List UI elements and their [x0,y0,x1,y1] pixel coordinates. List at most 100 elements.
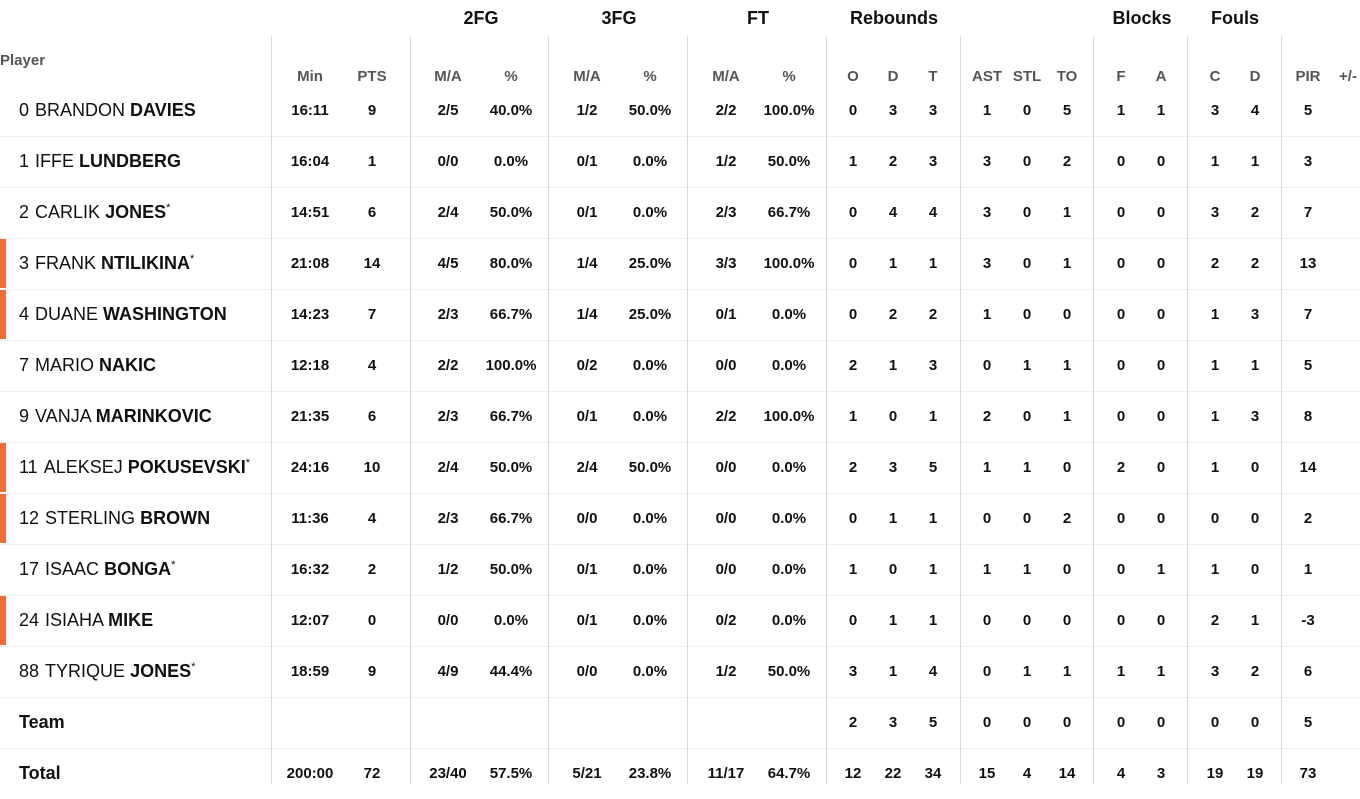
stat-cell: 0 [1116,255,1126,272]
stat-cell: 100.0% [485,357,537,374]
stat-cell: 0.0% [632,153,668,170]
stat-cell: 4 [367,357,377,374]
stat-cell: 1 [888,255,898,272]
player-name-link[interactable]: 0 BRANDON DAVIES [19,100,196,121]
player-name-link[interactable]: 2 CARLIK JONES* [19,202,170,223]
stat-cell: 0/2 [576,357,598,374]
player-row[interactable]: 2 CARLIK JONES* 14:51 6 2/4 50.0% 0/1 0.0% 2/3 66… [0,188,1360,239]
stat-cell: 1/2 [576,102,598,119]
player-row[interactable]: 7 MARIO NAKIC 12:18 4 2/2 100.0% 0/2 0.0% 0/0 0.0… [0,341,1360,392]
stat-cell: 0 [1250,459,1260,476]
group-header-2fg: 2FG [463,8,499,28]
column-header[interactable]: STL [1012,68,1042,85]
player-name-link[interactable]: 17 ISAAC BONGA* [19,559,175,580]
stat-cell: 22 [884,765,902,782]
stat-cell: 2/3 [437,510,459,527]
stat-cell: 50.0% [489,561,533,578]
column-header[interactable]: AST [972,68,1002,85]
starter-indicator [0,596,6,645]
player-row[interactable]: 1 IFFE LUNDBERG 16:04 1 0/0 0.0% 0/1 0.0% 1/2 50.… [0,137,1360,188]
jersey-number: 24 [19,610,40,630]
player-name-link[interactable]: 1 IFFE LUNDBERG [19,151,181,172]
column-header[interactable]: M/A [573,68,601,85]
jersey-number: 0 [19,100,30,120]
stat-cell: 1 [1022,459,1032,476]
column-divider [960,36,961,784]
stat-cell: 0 [1250,510,1260,527]
stat-cell: 2 [888,153,898,170]
stat-cell: 2 [1250,204,1260,221]
stat-cell: 73 [1299,765,1317,782]
stat-cell: 2/3 [715,204,737,221]
stat-cell: 18:59 [290,663,330,680]
stat-cell: 0/1 [576,612,598,629]
column-header[interactable]: D [887,68,899,85]
player-row[interactable]: 9 VANJA MARINKOVIC 21:35 6 2/3 66.7% 0/1 0.0% 2/… [0,392,1360,443]
stat-cell: 0/1 [576,204,598,221]
stat-cell: 64.7% [767,765,811,782]
stat-cell: 0 [1022,714,1032,731]
player-row[interactable]: 24 ISIAHA MIKE 12:07 0 0/0 0.0% 0/1 0.0% 0/2 0.0%… [0,596,1360,647]
column-header[interactable]: % [782,68,796,85]
player-row[interactable]: 17 ISAAC BONGA* 16:32 2 1/2 50.0% 0/1 0.0% 0/0 0.… [0,545,1360,596]
column-header[interactable]: PTS [357,68,387,85]
column-header[interactable]: % [643,68,657,85]
column-header[interactable]: TO [1056,68,1078,85]
column-header[interactable]: A [1155,68,1167,85]
column-header[interactable]: % [504,68,518,85]
player-row[interactable]: 11 ALEKSEJ POKUSEVSKI* 24:16 10 2/4 50.0% 2/4 5… [0,443,1360,494]
stat-cell: 1 [982,459,992,476]
stat-cell: 40.0% [489,102,533,119]
stat-cell: 0/0 [576,663,598,680]
stat-cell: 66.7% [489,510,533,527]
column-header[interactable]: PIR [1295,68,1321,85]
stat-cell: 0 [1156,306,1166,323]
stat-cell: 80.0% [489,255,533,272]
stat-cell: 0 [1116,612,1126,629]
stat-cell: 0.0% [632,204,668,221]
player-row[interactable]: 3 FRANK NTILIKINA* 21:08 14 4/5 80.0% 1/4 25.0%… [0,239,1360,290]
column-header[interactable]: T [928,68,938,85]
stat-cell: 0 [1022,612,1032,629]
player-row[interactable]: 88 TYRIQUE JONES* 18:59 9 4/9 44.4% 0/0 0.0% 1/2… [0,647,1360,698]
stat-cell: 2/2 [715,408,737,425]
column-header[interactable]: M/A [712,68,740,85]
stat-cell: 25.0% [628,306,672,323]
stat-cell: 0.0% [771,306,807,323]
column-header[interactable]: +/- [1339,68,1357,85]
stat-cell: 66.7% [489,408,533,425]
stat-cell: 0.0% [632,612,668,629]
stat-cell: 1 [848,153,858,170]
column-header[interactable]: F [1116,68,1126,85]
starter-asterisk: * [171,559,176,571]
player-first-name: IFFE [35,151,75,171]
player-name-link[interactable]: 88 TYRIQUE JONES* [19,661,195,682]
player-name-link[interactable]: 12 STERLING BROWN [19,508,210,529]
stat-cell: 0 [1116,714,1126,731]
column-header[interactable]: O [847,68,859,85]
player-name-link[interactable]: 24 ISIAHA MIKE [19,610,153,631]
stat-cell: 1/2 [715,153,737,170]
column-header[interactable]: M/A [434,68,462,85]
group-header-blocks: Blocks [1112,8,1172,28]
stat-cell: 0.0% [771,357,807,374]
player-name-link[interactable]: 11 ALEKSEJ POKUSEVSKI* [19,457,250,478]
player-name-link[interactable]: 4 DUANE WASHINGTON [19,304,227,325]
player-name-link[interactable]: 9 VANJA MARINKOVIC [19,406,212,427]
player-name-link[interactable]: 3 FRANK NTILIKINA* [19,253,194,274]
player-row[interactable]: 0 BRANDON DAVIES 16:11 9 2/5 40.0% 1/2 50.0% 2/2… [0,86,1360,137]
stat-cell: 3 [1210,102,1220,119]
group-header-3fg: 3FG [601,8,637,28]
player-row[interactable]: 4 DUANE WASHINGTON 14:23 7 2/3 66.7% 1/4 25.0% 0… [0,290,1360,341]
column-header[interactable]: D [1249,68,1261,85]
player-name-link[interactable]: 7 MARIO NAKIC [19,355,156,376]
stat-cell: 1 [1210,357,1220,374]
player-row[interactable]: 12 STERLING BROWN 11:36 4 2/3 66.7% 0/0 0.0% 0/0… [0,494,1360,545]
stat-cell: 0 [1156,408,1166,425]
stat-cell: 1 [848,408,858,425]
starter-asterisk: * [191,661,196,673]
stat-cell: 2/5 [437,102,459,119]
column-header[interactable]: C [1209,68,1221,85]
stat-cell: 0/0 [437,612,459,629]
column-header[interactable]: Min [297,68,323,85]
